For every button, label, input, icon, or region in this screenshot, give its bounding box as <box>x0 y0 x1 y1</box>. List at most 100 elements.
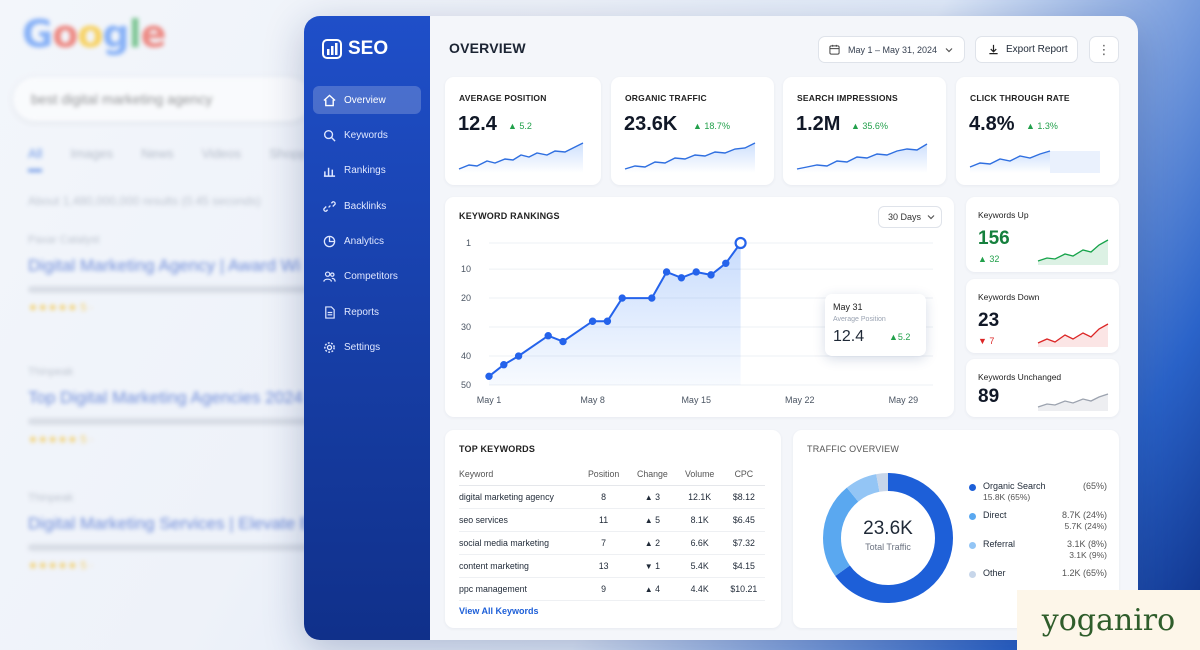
column-header[interactable]: Keyword <box>459 463 579 486</box>
google-logo: Google <box>22 12 166 56</box>
keywords-table: Keyword Position Change Volume CPC digit… <box>459 463 765 601</box>
pie-icon <box>323 235 336 248</box>
stat-card-keywords-unchanged[interactable]: Keywords Unchanged 89 <box>966 359 1119 417</box>
series-area <box>489 243 741 385</box>
legend-item[interactable]: Organic Search 15.8K (65%) (65%) <box>969 481 1107 510</box>
background-search-page: Google best digital marketing agency All… <box>0 0 330 650</box>
position-cell: 13 <box>579 554 629 578</box>
y-tick-label: 20 <box>461 293 471 303</box>
stat-change: ▼ 7 <box>978 336 995 346</box>
sidebar-item-analytics[interactable]: Analytics <box>313 228 421 256</box>
x-tick-label: May 15 <box>681 395 711 405</box>
legend-item[interactable]: Other 1.2K (65%) <box>969 568 1107 597</box>
legend-item[interactable]: Referral 3.1K (8%) 3.1K (9%) <box>969 539 1107 568</box>
result-source: Thinpeak <box>28 366 74 378</box>
change-cell: ▲ 3 <box>628 485 677 509</box>
stat-card-keywords-up[interactable]: Keywords Up 156 ▲ 32 <box>966 197 1119 272</box>
change-cell: ▲ 5 <box>628 508 677 532</box>
sidebar-item-label: Analytics <box>344 236 385 248</box>
stat-card-keywords-down[interactable]: Keywords Down 23 ▼ 7 <box>966 279 1119 353</box>
kpi-card-search-impressions[interactable]: SEARCH IMPRESSIONS 1.2M ▲ 35.6% <box>783 77 946 185</box>
sidebar-item-reports[interactable]: Reports <box>313 298 421 326</box>
data-point <box>707 271 715 279</box>
data-point <box>500 361 508 369</box>
kpi-label: CLICK THROUGH RATE <box>970 93 1070 103</box>
cpc-cell: $6.45 <box>722 508 765 532</box>
donut-slice[interactable] <box>823 473 953 603</box>
range-select[interactable]: 30 Days <box>878 206 942 228</box>
legend-swatch <box>969 542 976 549</box>
volume-cell: 8.1K <box>676 508 723 532</box>
legend-value: 3.1K (8%) <box>1066 539 1107 549</box>
table-row[interactable]: digital marketing agency 8 ▲ 3 12.1K $8.12 <box>459 485 765 509</box>
sidebar-item-overview[interactable]: Overview <box>313 86 421 114</box>
export-report-button[interactable]: Export Report <box>975 36 1078 63</box>
column-header[interactable]: Position <box>579 463 629 486</box>
kpi-card-organic-traffic[interactable]: ORGANIC TRAFFIC 23.6K ▲ 18.7% <box>611 77 774 185</box>
chart-logo-icon <box>322 39 342 59</box>
google-result: Thinpeak Digital Marketing Services | El… <box>28 492 328 572</box>
tooltip-label: Average Position <box>833 316 886 323</box>
kpi-card-click-through-rate[interactable]: CLICK THROUGH RATE 4.8% ▲ 1.3% <box>956 77 1119 185</box>
keyword-rankings-card: KEYWORD RANKINGS 30 Days 1 10 20 30 40 50 May … <box>445 197 954 417</box>
sidebar-item-keywords[interactable]: Keywords <box>313 121 421 149</box>
stat-label: Keywords Unchanged <box>978 372 1062 382</box>
view-all-keywords-link[interactable]: View All Keywords <box>459 606 539 616</box>
donut-slice[interactable] <box>823 473 953 603</box>
column-header[interactable]: Volume <box>676 463 723 486</box>
legend-item[interactable]: Direct 8.7K (24%) 5.7K (24%) <box>969 510 1107 539</box>
volume-cell: 4.4K <box>676 577 723 601</box>
kpi-card-average-position[interactable]: AVERAGE POSITION 12.4 ▲ 5.2 <box>445 77 601 185</box>
kpi-change: ▲ 18.7% <box>693 121 730 131</box>
kpi-change: ▲ 1.3% <box>1026 121 1058 131</box>
x-tick-label: May 1 <box>477 395 502 405</box>
section-title: KEYWORD RANKINGS <box>459 211 560 221</box>
data-point <box>648 294 656 302</box>
google-tab: Videos <box>201 146 242 161</box>
sidebar-item-backlinks[interactable]: Backlinks <box>313 192 421 220</box>
kpi-sparkline <box>624 142 756 173</box>
result-rating: ★★★★★ 5 · <box>28 434 94 446</box>
brand[interactable]: SEO <box>322 38 388 60</box>
sidebar-item-label: Settings <box>344 342 381 354</box>
table-row[interactable]: social media marketing 7 ▲ 2 6.6K $7.32 <box>459 531 765 555</box>
more-options-button[interactable]: ⋮ <box>1089 36 1119 63</box>
kpi-value: 1.2M <box>796 113 841 135</box>
range-select-label: 30 Days <box>888 212 922 222</box>
y-tick-label: 1 <box>466 238 471 248</box>
stat-value: 156 <box>978 228 1010 249</box>
column-header[interactable]: CPC <box>722 463 765 486</box>
volume-cell: 12.1K <box>676 485 723 509</box>
data-point <box>734 236 747 250</box>
kpi-label: AVERAGE POSITION <box>459 93 547 103</box>
kpi-sparkline <box>969 150 1100 173</box>
data-point <box>603 317 612 325</box>
table-row[interactable]: seo services 11 ▲ 5 8.1K $6.45 <box>459 508 765 532</box>
sidebar-item-competitors[interactable]: Competitors <box>313 263 421 291</box>
table-row[interactable]: ppc management 9 ▲ 4 4.4K $10.21 <box>459 577 765 601</box>
sidebar-item-label: Reports <box>344 306 380 318</box>
data-point <box>485 372 493 381</box>
google-tab: News <box>141 146 174 161</box>
kpi-sparkline <box>458 142 584 173</box>
keyword-cell: ppc management <box>459 577 579 601</box>
legend-name: Direct <box>983 510 1007 520</box>
date-range-picker[interactable]: May 1 – May 31, 2024 <box>818 36 965 63</box>
cpc-cell: $7.32 <box>722 531 765 555</box>
legend-swatch <box>969 571 976 578</box>
y-tick-label: 10 <box>461 264 471 274</box>
sidebar-item-settings[interactable]: Settings <box>313 334 421 362</box>
column-header[interactable]: Change <box>628 463 677 486</box>
legend-value-secondary: 3.1K (9%) <box>1069 550 1107 560</box>
kpi-sparkline <box>796 143 928 173</box>
stat-sparkline <box>1037 393 1109 411</box>
data-point <box>559 337 567 346</box>
sidebar-item-rankings[interactable]: Rankings <box>313 157 421 185</box>
legend-swatch <box>969 484 976 491</box>
sidebar: SEO Overview Keywords Rankings Backlinks… <box>304 16 430 640</box>
traffic-overview-card: TRAFFIC OVERVIEW 23.6K Total Traffic Org… <box>793 430 1119 628</box>
table-row[interactable]: content marketing 13 ▼ 1 5.4K $4.15 <box>459 554 765 578</box>
change-cell: ▲ 2 <box>628 531 677 555</box>
data-point <box>662 268 671 276</box>
tooltip-date: May 31 <box>833 302 863 312</box>
